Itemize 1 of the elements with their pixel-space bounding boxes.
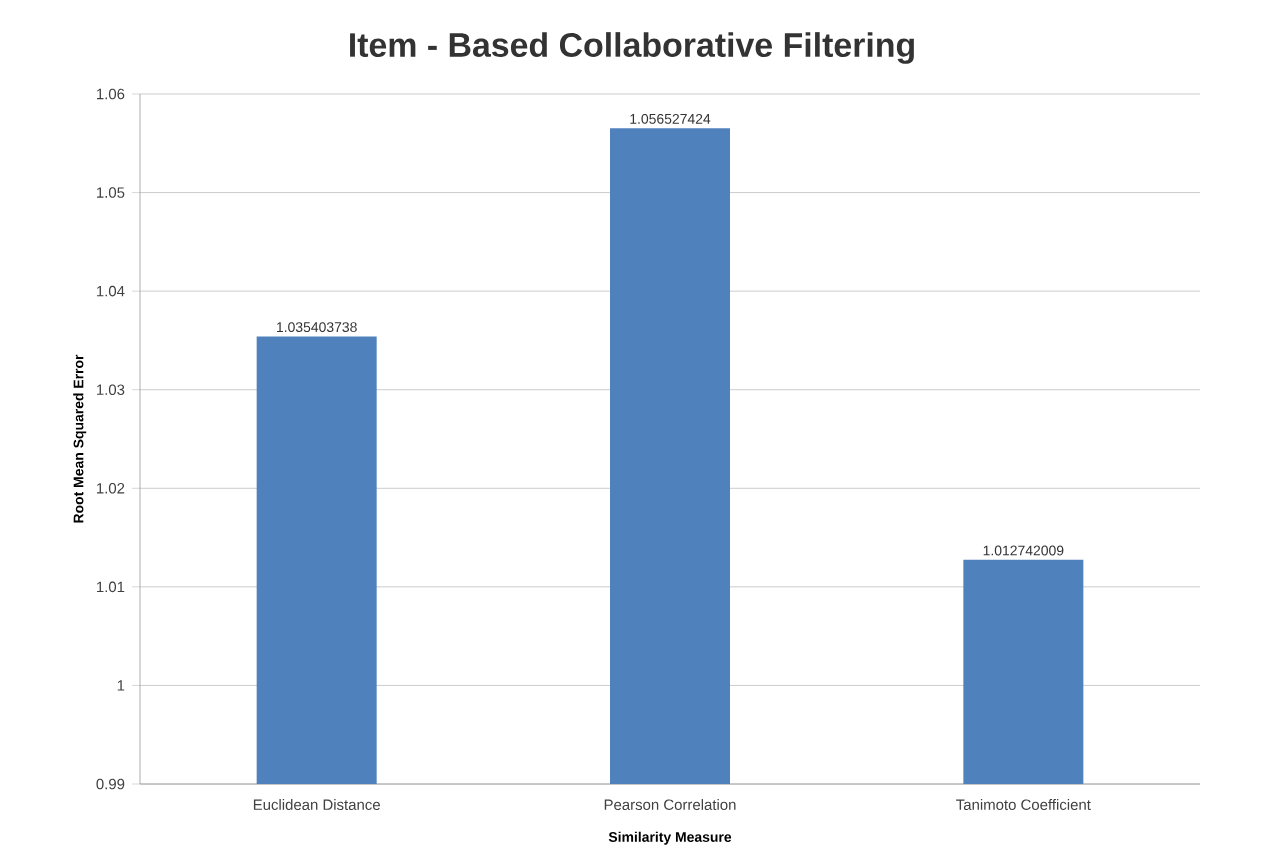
chart-title: Item - Based Collaborative Filtering [350, 32, 914, 64]
